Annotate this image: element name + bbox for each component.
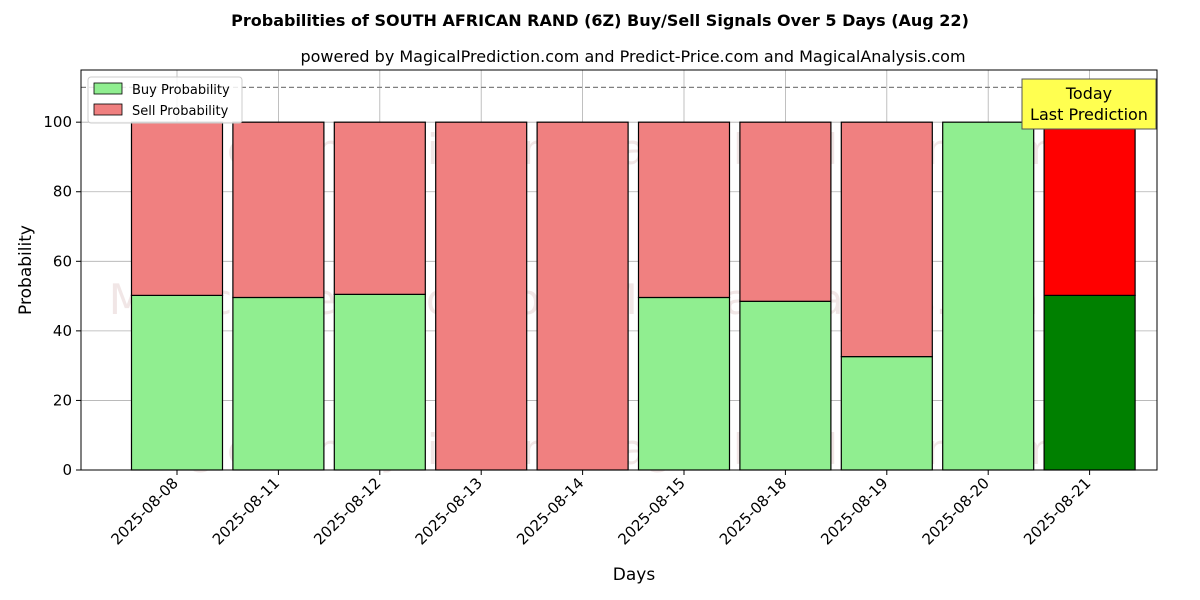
y-tick-label: 40 <box>53 322 72 340</box>
y-axis-label: Probability <box>16 225 36 315</box>
bar-buy <box>637 296 731 471</box>
x-axis: 2025-08-08 2025-08-11 2025-08-12 2025-08-13… <box>107 470 1094 548</box>
bar-buy <box>840 356 933 471</box>
annotation-line-2: Last Prediction <box>1030 105 1148 124</box>
legend-box <box>87 76 243 124</box>
y-tick-label: 20 <box>53 391 72 409</box>
legend: Buy Probability Sell Probability <box>87 76 243 124</box>
bar-sell <box>637 121 731 299</box>
bar-buy <box>130 294 224 471</box>
legend-label-buy: Buy Probability <box>132 83 230 98</box>
bar-buy <box>739 300 832 471</box>
annotation-line-1: Today <box>1065 84 1112 103</box>
y-tick-label: 60 <box>53 252 72 270</box>
bar-sell <box>1043 121 1136 296</box>
x-axis-label: Days <box>613 565 656 585</box>
bar-sell <box>536 121 629 471</box>
bar-buy <box>232 296 325 471</box>
x-tick-label: 2025-08-20 <box>919 474 993 548</box>
annotation-box <box>1021 78 1157 130</box>
x-tick-label: 2025-08-18 <box>716 474 790 548</box>
chart-subtitle: powered by MagicalPrediction.com and Pre… <box>300 47 965 66</box>
bar-sell <box>232 121 325 299</box>
bar-buy <box>942 121 1035 471</box>
legend-swatch-sell <box>93 103 123 116</box>
y-tick-label: 80 <box>53 183 72 201</box>
bar-sell <box>739 121 832 302</box>
bar-sell <box>333 121 426 295</box>
x-tick-label: 2025-08-12 <box>310 474 384 548</box>
today-annotation: Today Last Prediction <box>1021 78 1157 130</box>
x-tick-label: 2025-08-21 <box>1020 474 1094 548</box>
y-tick-label: 0 <box>62 461 72 479</box>
x-tick-label: 2025-08-13 <box>412 474 486 548</box>
bar-buy <box>333 293 426 471</box>
x-tick-label: 2025-08-19 <box>817 474 891 548</box>
x-tick-label: 2025-08-08 <box>107 474 181 548</box>
y-axis: 0 20 40 60 80 100 <box>43 113 81 479</box>
bar-sell <box>130 121 224 296</box>
x-tick-label: 2025-08-14 <box>513 474 587 548</box>
y-tick-label: 100 <box>43 113 72 131</box>
bar-buy <box>1043 294 1136 471</box>
bars <box>130 121 1136 471</box>
x-tick-label: 2025-08-15 <box>614 474 688 548</box>
x-tick-label: 2025-08-11 <box>209 474 283 548</box>
chart-title: Probabilities of SOUTH AFRICAN RAND (6Z)… <box>231 11 969 30</box>
bar-sell <box>840 121 933 358</box>
plot-frame <box>80 69 1158 471</box>
legend-swatch-buy <box>93 82 123 95</box>
legend-label-sell: Sell Probability <box>132 104 229 119</box>
bar-sell <box>435 121 528 471</box>
